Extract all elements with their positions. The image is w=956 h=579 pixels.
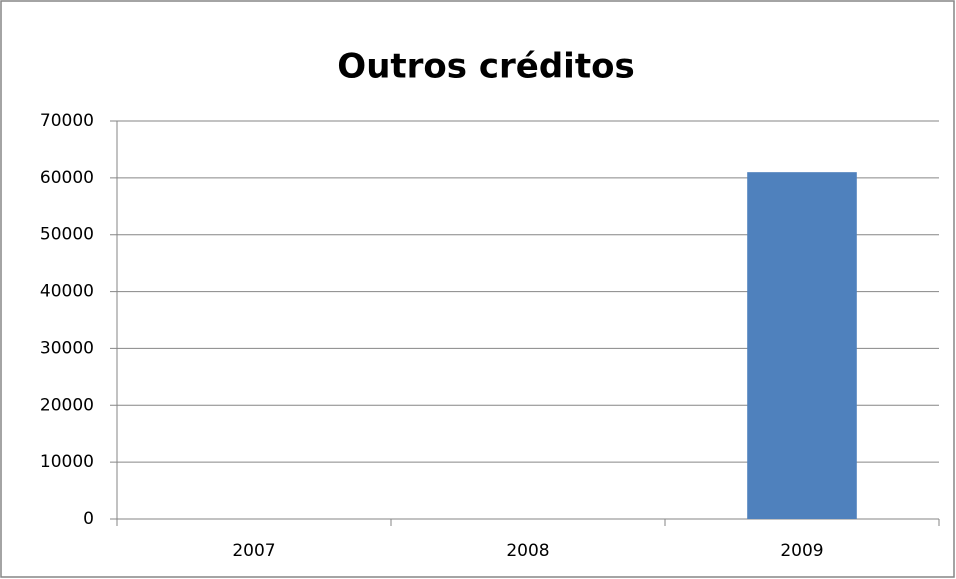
y-tick-label: 30000 bbox=[40, 338, 94, 358]
y-tick-label: 40000 bbox=[40, 282, 94, 302]
bar bbox=[747, 172, 857, 519]
x-tick-label: 2009 bbox=[780, 541, 823, 561]
chart-title: Outros créditos bbox=[337, 47, 634, 87]
y-tick-label: 50000 bbox=[40, 225, 94, 245]
y-tick-label: 10000 bbox=[40, 452, 94, 472]
x-tick-label: 2007 bbox=[232, 541, 275, 561]
x-tick-label: 2008 bbox=[506, 541, 549, 561]
y-tick-label: 60000 bbox=[40, 168, 94, 188]
y-tick-label: 20000 bbox=[40, 395, 94, 415]
y-tick-label: 0 bbox=[83, 509, 94, 529]
y-tick-label: 70000 bbox=[40, 111, 94, 131]
